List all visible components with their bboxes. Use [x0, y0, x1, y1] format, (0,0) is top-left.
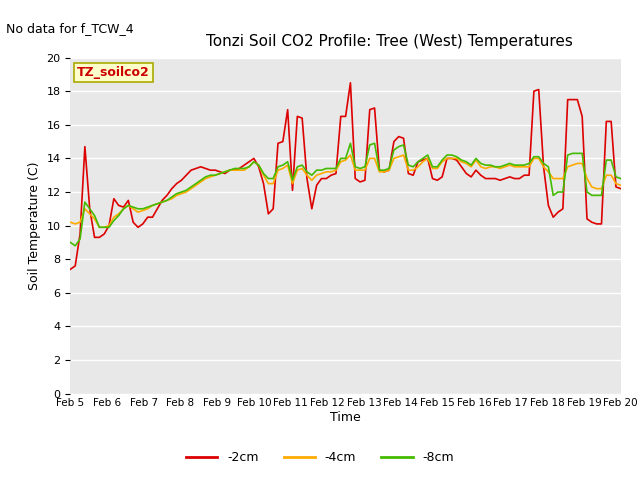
- Legend: -2cm, -4cm, -8cm: -2cm, -4cm, -8cm: [181, 446, 459, 469]
- Text: No data for f_TCW_4: No data for f_TCW_4: [6, 22, 134, 35]
- Y-axis label: Soil Temperature (C): Soil Temperature (C): [28, 161, 41, 290]
- X-axis label: Time: Time: [330, 411, 361, 424]
- Title: Tonzi Soil CO2 Profile: Tree (West) Temperatures: Tonzi Soil CO2 Profile: Tree (West) Temp…: [206, 35, 573, 49]
- Text: TZ_soilco2: TZ_soilco2: [77, 66, 150, 79]
